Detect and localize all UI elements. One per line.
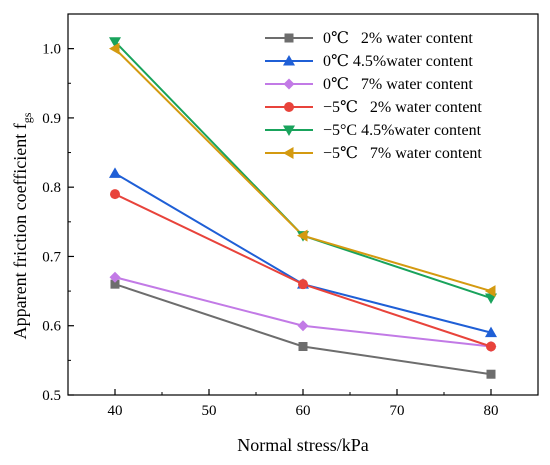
x-axis-label: Normal stress/kPa	[237, 435, 368, 455]
legend-label: 0℃ 7% water content	[323, 76, 473, 93]
data-point	[110, 279, 120, 289]
legend-label: 0℃ 4.5%water content	[323, 53, 473, 70]
legend-label: −5°C 4.5%water content	[323, 122, 482, 139]
x-tick-label: 40	[108, 403, 123, 419]
x-tick-label: 80	[484, 403, 499, 419]
legend-marker	[283, 125, 295, 136]
legend: 0℃ 2% water content 0℃ 4.5%water content 0…	[265, 30, 482, 162]
data-point	[110, 189, 120, 200]
data-point	[109, 167, 121, 178]
data-point	[109, 37, 121, 48]
legend-marker	[284, 102, 294, 112]
legend-label: −5℃ 7% water content	[323, 145, 482, 162]
legend-marker	[283, 55, 295, 66]
y-tick-label: 0.9	[42, 111, 61, 127]
data-point	[298, 279, 308, 290]
y-axis-label-subscript: gs	[20, 112, 34, 123]
legend-marker	[283, 147, 294, 159]
x-tick-label: 50	[202, 403, 217, 419]
legend-marker	[283, 78, 295, 90]
data-point	[297, 320, 309, 332]
data-point	[486, 341, 496, 352]
y-tick-label: 0.5	[42, 388, 61, 404]
data-point	[485, 285, 496, 298]
series-line	[114, 172, 492, 334]
y-tick-label: 1.0	[42, 42, 61, 58]
data-point	[109, 42, 120, 55]
y-axis-label: Apparent friction coefficient fgs	[10, 112, 34, 339]
legend-marker	[284, 33, 294, 43]
plot-area: 40 50 60 70 80 0.5 0.6 0.7 0.8 0.9 1.0	[42, 13, 539, 419]
y-axis-label-main: Apparent friction coefficient f	[10, 123, 30, 339]
data-point	[109, 271, 121, 283]
data-point	[486, 369, 496, 379]
y-tick-label: 0.6	[42, 319, 61, 335]
legend-label: 0℃ 2% water content	[323, 30, 473, 47]
legend-label: −5℃ 2% water content	[323, 99, 482, 116]
y-tick-label: 0.7	[42, 249, 61, 265]
x-tick-label: 70	[390, 403, 405, 419]
data-point	[297, 229, 308, 242]
x-tick-label: 60	[296, 403, 311, 419]
data-point	[298, 342, 308, 352]
data-point	[485, 326, 497, 338]
y-tick-label: 0.8	[42, 180, 61, 196]
